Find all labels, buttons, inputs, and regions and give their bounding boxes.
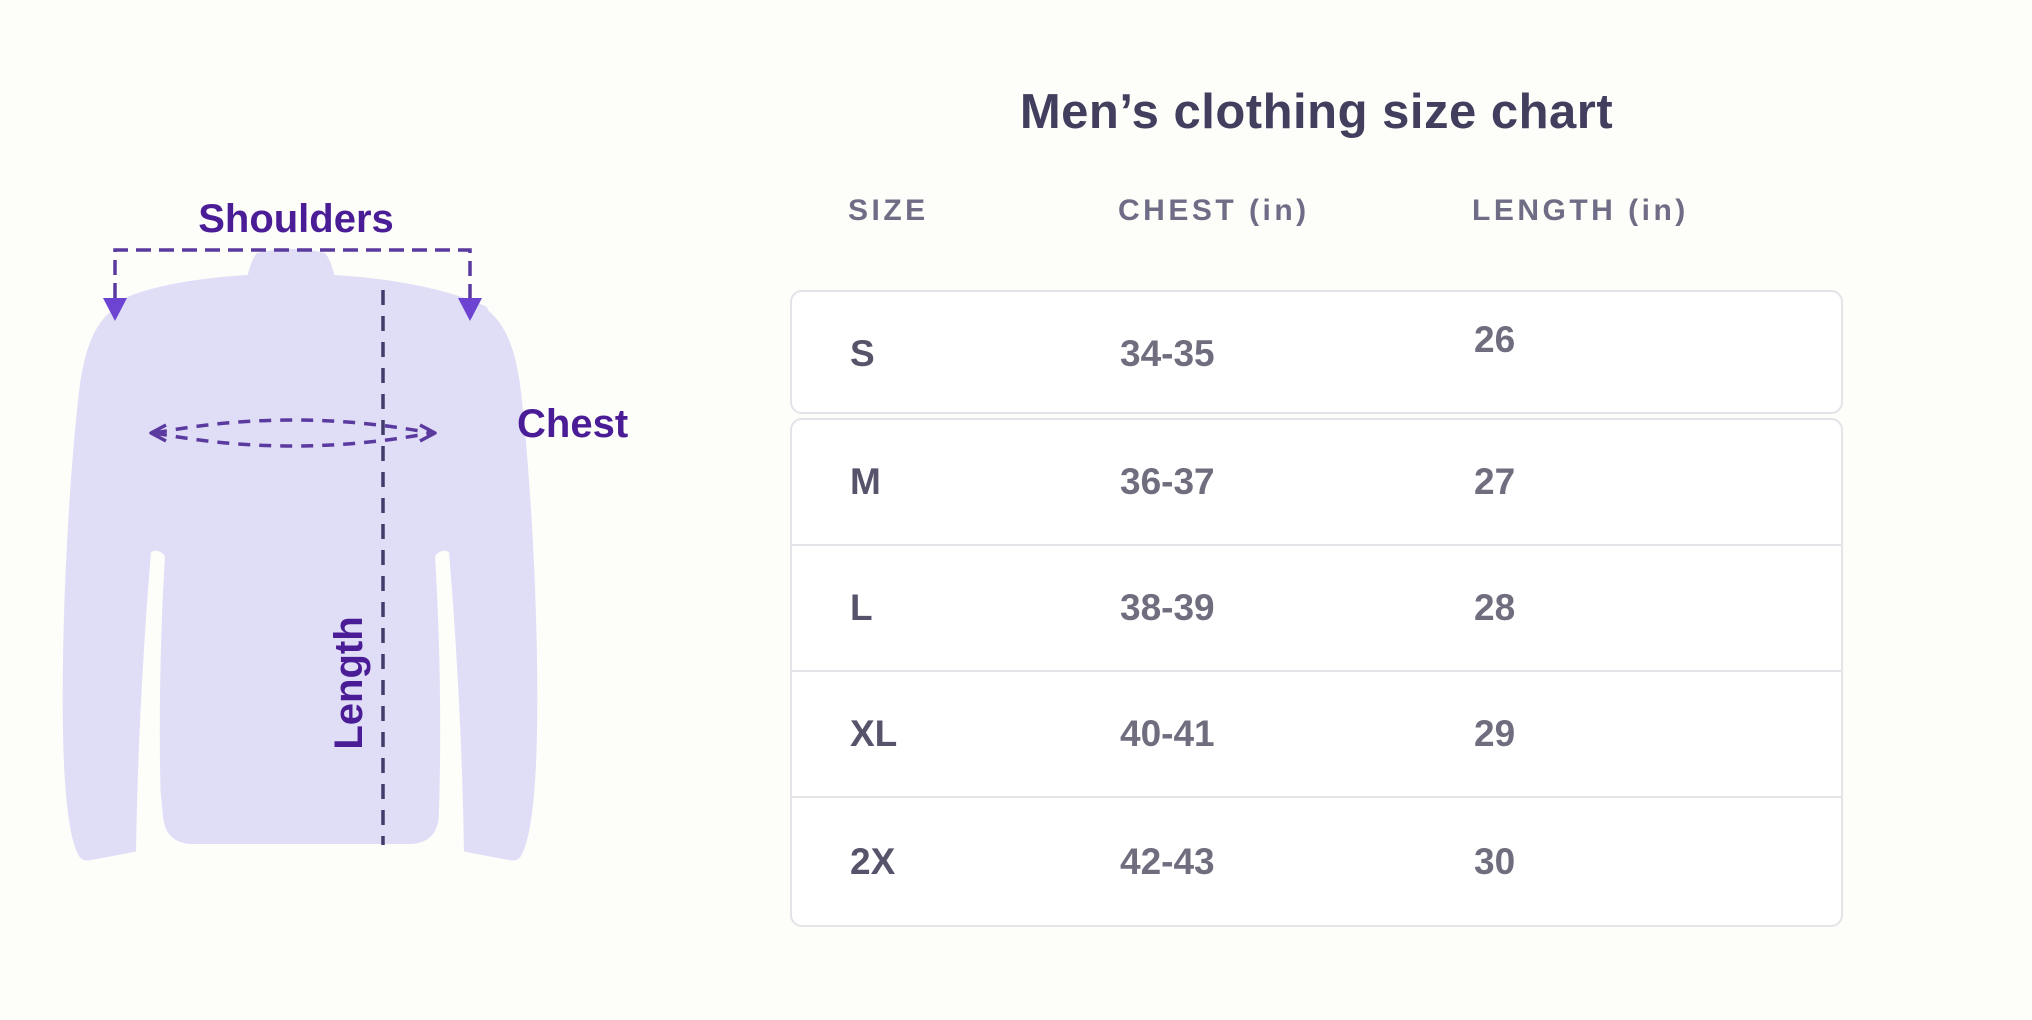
chest-right-arrowhead <box>419 423 437 443</box>
size-value: 2X <box>850 840 896 882</box>
chest-left-arrowhead <box>149 423 167 443</box>
shoulders-measure-line <box>113 248 472 298</box>
chest-value: 36-37 <box>1120 461 1215 502</box>
length-value: 29 <box>1474 713 1516 754</box>
column-header-length: LENGTH (in) <box>1472 194 1689 227</box>
left-armpit-gap <box>136 550 165 858</box>
length-value: 30 <box>1474 840 1516 882</box>
chest-label: Chest <box>517 402 628 446</box>
column-header-chest: CHEST (in) <box>1118 194 1310 227</box>
table-row: 2X 42-43 30 <box>792 796 1841 925</box>
table-row: M 36-37 27 <box>792 420 1841 544</box>
shirt-measurement-diagram: Shoulders Chest Length <box>62 197 628 861</box>
chest-value: 38-39 <box>1120 587 1215 628</box>
table-body: M 36-37 27 L 38-39 28 XL 40-41 29 2X 42-… <box>790 418 1843 927</box>
size-chart-panel: Men’s clothing size chart SIZE CHEST (in… <box>790 0 1843 1020</box>
table-row: XL 40-41 29 <box>792 670 1841 796</box>
size-value: S <box>850 333 875 374</box>
chest-measure-ellipse-top <box>154 418 432 435</box>
size-value: M <box>850 461 881 502</box>
column-header-size: SIZE <box>848 194 929 227</box>
shoulders-right-arrowhead <box>458 298 482 321</box>
length-value: 27 <box>1474 461 1516 502</box>
length-label: Length <box>327 616 371 749</box>
shoulders-left-arrowhead <box>103 298 127 321</box>
chest-value: 40-41 <box>1120 713 1215 754</box>
table-header-row: SIZE CHEST (in) LENGTH (in) <box>790 194 1843 234</box>
length-value: 28 <box>1474 587 1516 628</box>
chest-value: 34-35 <box>1120 333 1215 374</box>
shirt-body <box>104 275 498 844</box>
size-value: XL <box>850 713 898 754</box>
length-value: 26 <box>1474 319 1516 360</box>
chest-measure-ellipse-bottom <box>154 431 432 448</box>
chest-value: 42-43 <box>1120 840 1215 882</box>
table-row-s: S 34-35 26 <box>790 290 1843 414</box>
shoulders-label: Shoulders <box>198 197 394 241</box>
page-title: Men’s clothing size chart <box>1019 85 1614 139</box>
table-row: S 34-35 26 <box>792 292 1841 416</box>
table-row: L 38-39 28 <box>792 544 1841 670</box>
size-value: L <box>850 587 873 628</box>
right-armpit-gap <box>435 550 464 858</box>
